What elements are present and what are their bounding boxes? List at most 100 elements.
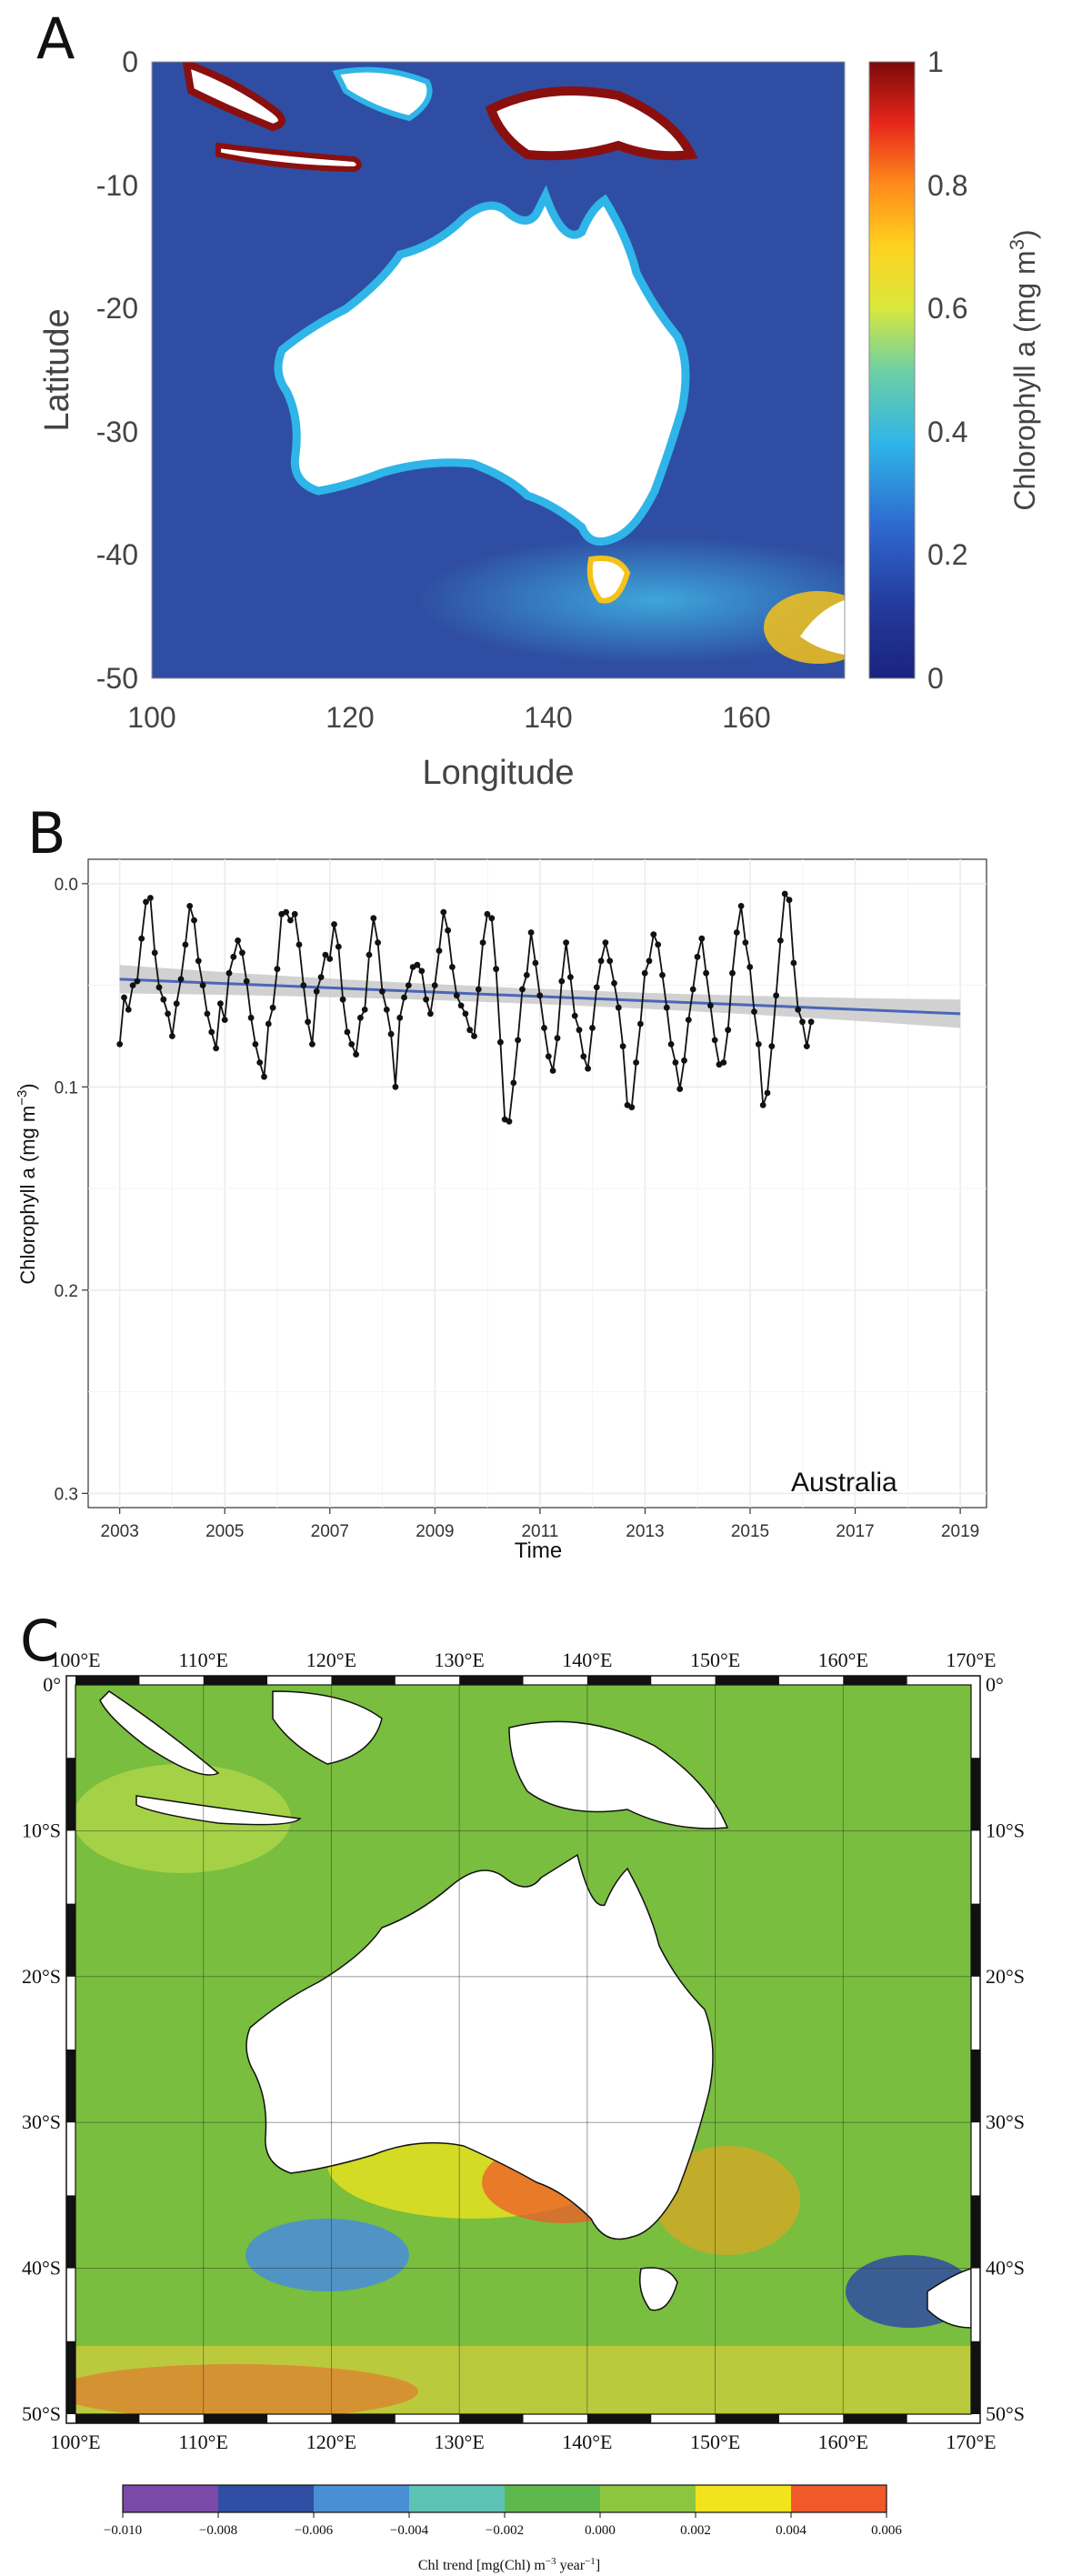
colorbar-tick-label: 0.004 <box>776 2523 806 2538</box>
data-point <box>615 1004 622 1011</box>
data-point <box>484 910 491 917</box>
data-point <box>536 992 544 999</box>
frame-segment-top <box>843 1676 907 1685</box>
frame-segment-left <box>66 1903 75 1977</box>
data-point <box>681 1057 687 1064</box>
lat-label-right: 50°S <box>986 2402 1025 2425</box>
data-point <box>646 957 653 965</box>
panel-c-tick-labels: 100°E 100°E 110°E 110°E 120°E 120°E 130°E 130°E… <box>22 1649 1025 2453</box>
frame-segment-top <box>75 1676 140 1685</box>
data-point <box>155 984 163 991</box>
tasman-orange <box>655 2146 800 2255</box>
data-point <box>764 1089 771 1097</box>
data-point <box>405 982 412 988</box>
data-point <box>173 1000 180 1007</box>
data-point <box>755 1041 762 1047</box>
data-point <box>256 1059 264 1066</box>
data-point <box>379 987 386 995</box>
panel-a-colorbar-ticks: 1 0.8 0.6 0.4 0.2 0 <box>927 45 967 695</box>
data-point <box>129 982 136 988</box>
data-point <box>261 1073 267 1080</box>
data-point <box>383 1007 390 1013</box>
data-point <box>177 976 185 983</box>
frame-segment-right <box>971 2340 980 2414</box>
data-point <box>305 1018 311 1026</box>
data-point <box>221 1017 228 1023</box>
data-point <box>737 903 745 909</box>
colorbar-bin <box>600 2485 696 2512</box>
data-point <box>182 941 189 948</box>
colorbar-tick-label: −0.004 <box>390 2523 429 2538</box>
lon-label-top: 100°E <box>50 1649 100 1671</box>
tick-label: 0.2 <box>927 538 967 571</box>
panel-c-map <box>75 1685 971 2414</box>
colorbar-bin <box>314 2485 409 2512</box>
data-point <box>733 929 740 936</box>
frame-segment-right <box>971 2050 980 2123</box>
frame-segment-bottom <box>586 2414 652 2423</box>
data-point <box>773 992 779 999</box>
data-point <box>759 1102 766 1108</box>
panel-a-letter: A <box>36 5 75 72</box>
panel-b-frame <box>87 858 987 1509</box>
tick-label: -10 <box>96 169 138 202</box>
data-point <box>768 1043 776 1049</box>
panel-a-ylabel: Latitude <box>38 308 76 431</box>
new-guinea-c <box>508 1720 729 1829</box>
colorbar-bin <box>505 2485 600 2512</box>
lat-label-left: 50°S <box>22 2402 61 2425</box>
data-point <box>147 895 154 901</box>
lon-label-top: 120°E <box>306 1649 356 1671</box>
panel-c-colorbar-ticks: −0.010 −0.008 −0.006 −0.004 −0.002 0.000 0.002… <box>104 2512 902 2538</box>
data-point <box>694 953 701 960</box>
panel-a-colorbar <box>868 61 916 679</box>
data-point <box>707 1002 714 1009</box>
data-point <box>186 903 194 909</box>
data-point <box>589 1025 596 1031</box>
lat-label-right: 20°S <box>986 1965 1025 1988</box>
data-point <box>125 1007 132 1013</box>
y-tick-label: 0.0 <box>55 876 78 895</box>
data-point <box>326 956 334 962</box>
data-point <box>239 949 245 957</box>
y-tick-label: 0.1 <box>55 1078 78 1098</box>
data-point <box>143 898 149 906</box>
colorbar-tick-label: −0.010 <box>104 2523 142 2538</box>
data-point <box>541 1025 547 1031</box>
lat-label-right: 40°S <box>986 2257 1025 2280</box>
x-tick-label: 2019 <box>941 1522 979 1541</box>
data-point <box>445 927 451 934</box>
data-point <box>488 915 496 922</box>
data-point <box>597 957 605 965</box>
data-point <box>479 939 486 946</box>
frame-segment-top <box>715 1676 779 1685</box>
panel-c-letter: C <box>20 1608 59 1674</box>
data-point <box>571 1012 578 1019</box>
data-point <box>151 949 158 957</box>
data-point <box>339 996 346 1003</box>
nw-patch <box>75 1764 291 1873</box>
data-point <box>602 939 609 946</box>
lon-label-bottom: 150°E <box>690 2431 740 2453</box>
borneo-c <box>272 1690 383 1765</box>
data-point <box>300 982 307 988</box>
panel-a-xlabel: Longitude <box>423 754 575 792</box>
data-point <box>466 1027 474 1034</box>
frame-segment-right <box>971 2195 980 2269</box>
data-point <box>641 969 648 977</box>
data-point <box>563 939 569 946</box>
data-point <box>576 1027 583 1034</box>
panel-b-ylabel: Chlorophyll a (mg m−3) <box>15 1083 39 1284</box>
x-tick-label: 2017 <box>836 1522 874 1541</box>
data-point <box>515 1037 521 1044</box>
panel-a: A 100 120 140 160 0 -10 -20 -30 <box>36 5 1041 792</box>
x-tick-label: 2009 <box>416 1522 454 1541</box>
data-point <box>396 1014 404 1021</box>
data-point <box>493 966 499 973</box>
data-point <box>427 1010 434 1017</box>
lon-label-bottom: 110°E <box>179 2431 228 2453</box>
data-point <box>633 1059 639 1066</box>
data-point <box>580 1053 587 1060</box>
frame-segment-right <box>971 1903 980 1977</box>
